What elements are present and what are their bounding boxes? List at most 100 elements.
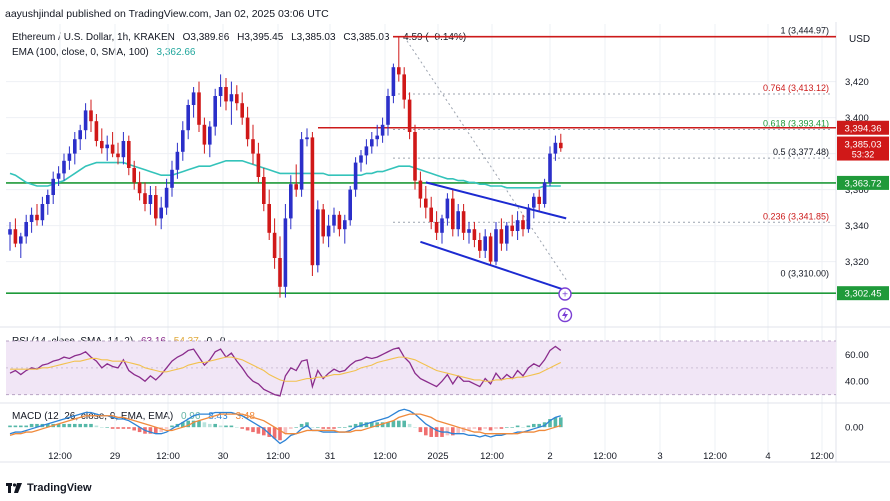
candle: [170, 160, 174, 197]
candle-body: [397, 67, 401, 75]
candle-body: [272, 232, 277, 258]
candle-body: [56, 173, 61, 179]
candle: [370, 132, 374, 154]
candle: [548, 146, 552, 186]
candle: [202, 117, 207, 154]
candle: [148, 186, 153, 215]
macd-label[interactable]: MACD (12, 26, close, 9, EMA, EMA): [12, 411, 174, 422]
time-tick-label: 12:00: [703, 451, 727, 462]
macd-histogram-bar: [402, 420, 406, 428]
macd-histogram-bar: [283, 427, 288, 434]
candle-body: [407, 99, 412, 132]
candle: [127, 135, 131, 176]
macd-histogram-bar: [132, 427, 136, 431]
candle: [24, 214, 28, 244]
macd-histogram-bar: [467, 427, 471, 431]
candle-body: [170, 169, 174, 188]
candle: [494, 222, 498, 266]
level-tag-label: 3,363.72: [845, 178, 882, 189]
candle-body: [51, 178, 55, 195]
candle: [278, 236, 282, 298]
ema-label[interactable]: EMA (100, close, 0, SMA, 100): [12, 47, 149, 58]
candle-body: [148, 195, 153, 204]
candle-body: [208, 126, 212, 145]
candle: [175, 142, 180, 179]
macd-histogram-bar: [110, 427, 115, 429]
candle: [316, 200, 320, 273]
candle-body: [143, 193, 147, 204]
macd-histogram-bar: [89, 423, 93, 428]
tradingview-logo-icon: [6, 482, 22, 493]
candle: [478, 232, 482, 258]
macd-histogram-bar: [472, 427, 477, 429]
candle-body: [537, 196, 541, 204]
symbol-title[interactable]: Ethereum / U.S. Dollar, 1h, KRAKEN: [12, 32, 175, 43]
candle: [289, 175, 293, 230]
candle-body: [499, 229, 504, 244]
candle: [105, 135, 109, 161]
candle-body: [235, 94, 239, 104]
rsi-tick-label: 60.00: [845, 350, 869, 361]
macd-histogram-bar: [56, 423, 61, 428]
candle: [229, 81, 234, 125]
candle: [267, 189, 271, 240]
candle: [56, 166, 61, 186]
candle-body: [521, 220, 525, 230]
candles: [8, 36, 563, 298]
macd-histogram-bar: [434, 427, 439, 437]
macd-histogram-bar: [348, 425, 352, 428]
macd-histogram-bar: [94, 425, 99, 428]
macd-histogram-bar: [46, 423, 50, 428]
change-value: −4.59 (−0.14%): [397, 32, 467, 43]
candle-body: [472, 229, 477, 240]
candle-body: [24, 222, 28, 237]
macd-histogram-bar: [251, 427, 255, 433]
candle: [154, 186, 158, 226]
fib-level-label: 0.5 (3,377.48): [773, 147, 829, 157]
candle-body: [445, 198, 450, 219]
candle-body: [256, 153, 261, 177]
macd-histogram-bar: [245, 427, 250, 431]
candle-body: [191, 92, 196, 105]
candle: [332, 207, 336, 233]
macd-histogram-bar: [197, 420, 201, 428]
ema-100-line: [9, 160, 561, 189]
macd-histogram-bar: [364, 422, 369, 428]
macd-histogram-bar: [407, 423, 412, 428]
candle: [343, 214, 347, 244]
macd-histogram-bar: [19, 425, 23, 428]
candle: [424, 186, 428, 219]
candle: [418, 171, 423, 208]
candle: [386, 88, 390, 136]
candle-body: [294, 184, 298, 190]
plus-circle-icon: [558, 287, 572, 301]
candle-body: [78, 130, 82, 140]
candle-body: [478, 240, 482, 251]
candle-body: [451, 198, 455, 230]
time-tick-label: 2025: [427, 451, 448, 462]
candle-body: [434, 222, 439, 233]
macd-histogram-bar: [532, 423, 536, 428]
candle: [186, 99, 190, 140]
macd-histogram-bar: [186, 420, 190, 428]
publisher-header: aayushjindal published on TradingView.co…: [5, 8, 329, 20]
candle-body: [164, 187, 169, 208]
macd-histogram-bar: [278, 427, 282, 441]
macd-histogram-bar: [24, 425, 28, 428]
level-tag: [837, 286, 889, 301]
macd-histogram-bar: [418, 427, 423, 433]
candle: [67, 146, 72, 170]
low-value: L3,385.03: [291, 32, 336, 43]
candle: [380, 117, 385, 143]
candle: [181, 121, 185, 161]
macd-value: 8.43: [208, 411, 228, 422]
time-tick-label: 12:00: [266, 451, 290, 462]
candle: [434, 211, 439, 240]
candle: [73, 132, 77, 165]
candle: [251, 124, 255, 165]
candle-body: [202, 124, 207, 145]
candle-body: [121, 141, 126, 158]
candle: [515, 211, 520, 240]
fib-trend-line: [403, 36, 567, 280]
